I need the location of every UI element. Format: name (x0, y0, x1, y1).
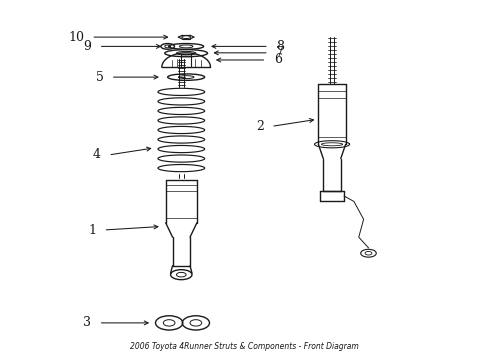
Text: 2: 2 (256, 120, 264, 133)
Text: 4: 4 (93, 148, 101, 162)
Text: 8: 8 (276, 40, 284, 53)
Text: 3: 3 (83, 316, 91, 329)
Text: 1: 1 (88, 224, 96, 237)
Text: 5: 5 (96, 71, 103, 84)
Text: 7: 7 (276, 46, 284, 59)
Text: 9: 9 (83, 40, 91, 53)
Text: 10: 10 (68, 31, 84, 44)
Text: 6: 6 (273, 54, 281, 67)
Text: 2006 Toyota 4Runner Struts & Components - Front Diagram: 2006 Toyota 4Runner Struts & Components … (130, 342, 358, 351)
